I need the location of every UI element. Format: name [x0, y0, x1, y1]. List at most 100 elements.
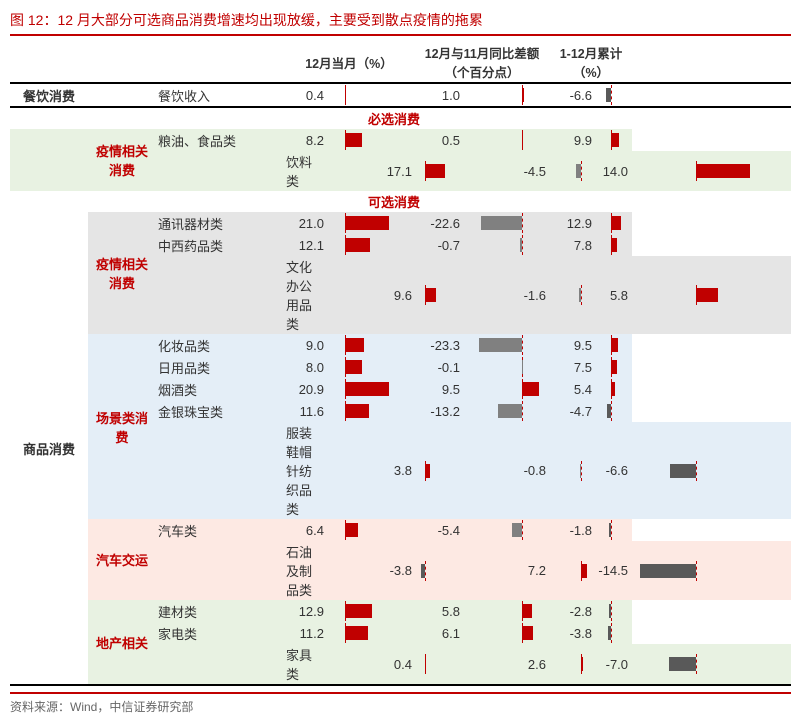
v1-val: 9.6: [326, 256, 414, 334]
v3-bar: [596, 334, 632, 356]
v1-bar: [414, 422, 464, 519]
item-name: 服装鞋帽针纺织品类: [284, 422, 326, 519]
v1-bar: [414, 151, 464, 191]
item-name: 汽车类: [156, 519, 284, 541]
data-row: 汽车交运汽车类6.4 -5.4 -1.8: [10, 519, 791, 541]
group-b: 疫情相关消费: [88, 212, 156, 334]
figure-title: 图 12：12 月大部分可选商品消费增速均出现放缓，主要受到散点疫情的拖累: [10, 10, 791, 30]
v3-val: -6.6: [596, 422, 632, 519]
v3-bar: [632, 256, 791, 334]
v2-val: 2.6: [464, 644, 550, 685]
v3-val: 5.4: [550, 378, 596, 400]
item-name: 石油及制品类: [284, 541, 326, 600]
v1-val: 3.8: [326, 422, 414, 519]
v3-val: -3.8: [550, 622, 596, 644]
hdr-c1: 12月当月（%）: [284, 42, 414, 83]
group-b: 汽车交运: [88, 519, 156, 600]
v3-bar: [596, 378, 632, 400]
v1-val: 17.1: [326, 151, 414, 191]
section-optional: 可选消费: [156, 191, 632, 212]
v3-val: -1.8: [550, 519, 596, 541]
v1-bar: [326, 83, 414, 107]
hdr-blank3: [156, 42, 284, 83]
data-row: 商品消费疫情相关消费通讯器材类21.0 -22.6 12.9: [10, 212, 791, 234]
data-row: 地产相关建材类12.9 5.8 -2.8: [10, 600, 791, 622]
v2-val: 9.5: [414, 378, 464, 400]
v1-bar: [326, 334, 414, 356]
v2-val: -4.5: [464, 151, 550, 191]
v3-bar: [596, 129, 632, 151]
v1-val: 20.9: [284, 378, 326, 400]
v2-bar: [550, 256, 596, 334]
v3-bar: [596, 622, 632, 644]
v3-bar: [596, 400, 632, 422]
group-b: 场景类消费: [88, 334, 156, 519]
item-name: 饮料类: [284, 151, 326, 191]
v1-val: 8.2: [284, 129, 326, 151]
v1-bar: [326, 234, 414, 256]
v2-bar: [464, 334, 550, 356]
v1-bar: [414, 644, 464, 685]
v3-val: 7.8: [550, 234, 596, 256]
item-name: 文化办公用品类: [284, 256, 326, 334]
v1-bar: [326, 519, 414, 541]
v1-bar: [326, 356, 414, 378]
section-essential: 必选消费: [156, 107, 632, 129]
item-name: 金银珠宝类: [156, 400, 284, 422]
v3-bar: [632, 541, 791, 600]
v2-val: -1.6: [464, 256, 550, 334]
v2-val: -22.6: [414, 212, 464, 234]
v1-bar: [326, 600, 414, 622]
v1-bar: [414, 541, 464, 600]
v1-val: 21.0: [284, 212, 326, 234]
v2-bar: [464, 356, 550, 378]
hdr-c3: 1-12月累计（%）: [550, 42, 632, 83]
v1-val: 12.1: [284, 234, 326, 256]
v2-val: 0.5: [414, 129, 464, 151]
v2-bar: [464, 83, 550, 107]
v3-bar: [632, 151, 791, 191]
v1-val: 12.9: [284, 600, 326, 622]
v1-val: 11.2: [284, 622, 326, 644]
v1-bar: [326, 400, 414, 422]
v2-bar: [464, 378, 550, 400]
group-a: 餐饮消费: [10, 83, 88, 107]
v2-val: 5.8: [414, 600, 464, 622]
v2-bar: [550, 422, 596, 519]
v1-val: 0.4: [284, 83, 326, 107]
item-name: 化妆品类: [156, 334, 284, 356]
v1-bar: [326, 129, 414, 151]
top-rule: [10, 34, 791, 36]
v3-bar: [596, 83, 632, 107]
v1-val: 8.0: [284, 356, 326, 378]
v2-bar: [464, 519, 550, 541]
v3-bar: [596, 212, 632, 234]
v1-val: 11.6: [284, 400, 326, 422]
data-row: 餐饮消费餐饮收入0.4 1.0 -6.6: [10, 83, 791, 107]
v3-val: -2.8: [550, 600, 596, 622]
v2-bar: [464, 212, 550, 234]
v3-bar: [632, 422, 791, 519]
data-table: 12月当月（%） 12月与11月同比差额（个百分点） 1-12月累计（%） 餐饮…: [10, 42, 791, 686]
v2-val: -0.8: [464, 422, 550, 519]
hdr-c2: 12月与11月同比差额（个百分点）: [414, 42, 550, 83]
v3-val: 9.5: [550, 334, 596, 356]
v2-val: 7.2: [464, 541, 550, 600]
item-name: 餐饮收入: [156, 83, 284, 107]
v1-val: 6.4: [284, 519, 326, 541]
v3-val: 7.5: [550, 356, 596, 378]
item-name: 日用品类: [156, 356, 284, 378]
v3-bar: [596, 356, 632, 378]
v3-val: 12.9: [550, 212, 596, 234]
v1-bar: [326, 622, 414, 644]
group-b: 地产相关: [88, 600, 156, 685]
v2-val: -0.7: [414, 234, 464, 256]
v3-val: -7.0: [596, 644, 632, 685]
v2-bar: [550, 541, 596, 600]
v2-val: 1.0: [414, 83, 464, 107]
item-name: 中西药品类: [156, 234, 284, 256]
v2-bar: [550, 151, 596, 191]
source-text: 资料来源：Wind，中信证券研究部: [10, 698, 791, 715]
v2-val: -5.4: [414, 519, 464, 541]
item-name: 粮油、食品类: [156, 129, 284, 151]
